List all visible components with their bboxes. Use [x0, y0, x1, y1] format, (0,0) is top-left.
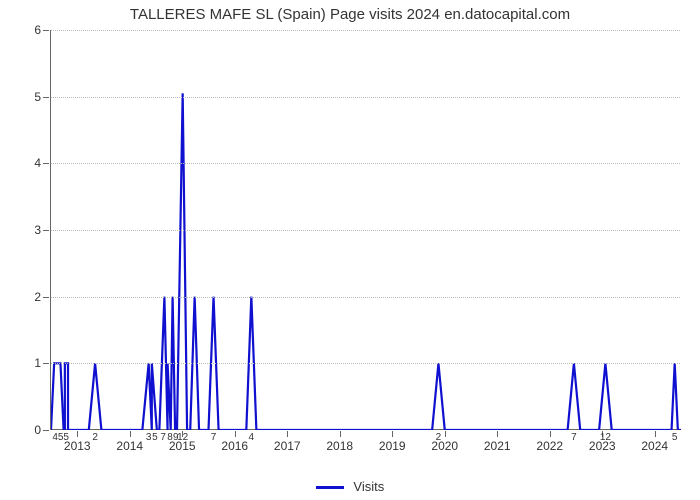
- gridline: [51, 30, 680, 31]
- data-label: 7: [160, 432, 166, 443]
- data-label: 5: [672, 432, 678, 443]
- gridline: [51, 163, 680, 164]
- ytick: [43, 230, 49, 231]
- xtick-label: 2022: [536, 439, 563, 453]
- visits-line: [51, 93, 681, 430]
- ytick-label: 0: [34, 423, 41, 437]
- ytick: [43, 163, 49, 164]
- legend-swatch: [316, 486, 344, 489]
- gridline: [51, 230, 680, 231]
- xtick: [655, 431, 656, 437]
- data-label: 2: [92, 432, 98, 443]
- xtick: [445, 431, 446, 437]
- data-label: 12: [177, 432, 188, 443]
- ytick-label: 3: [34, 223, 41, 237]
- xtick-label: 2024: [641, 439, 668, 453]
- data-label: 12: [600, 432, 611, 443]
- ytick-label: 4: [34, 156, 41, 170]
- xtick: [392, 431, 393, 437]
- data-label: 4: [249, 432, 255, 443]
- xtick: [550, 431, 551, 437]
- plot-area: 0123456201320142015201620172018201920202…: [50, 30, 680, 430]
- xtick: [130, 431, 131, 437]
- legend-label: Visits: [353, 479, 384, 494]
- xtick: [497, 431, 498, 437]
- data-label: 7: [211, 432, 217, 443]
- xtick-label: 2017: [274, 439, 301, 453]
- data-label: 45: [52, 432, 63, 443]
- ytick-label: 2: [34, 290, 41, 304]
- ytick: [43, 297, 49, 298]
- gridline: [51, 97, 680, 98]
- xtick-label: 2014: [116, 439, 143, 453]
- data-label: 5: [63, 432, 69, 443]
- chart-title: TALLERES MAFE SL (Spain) Page visits 202…: [0, 6, 700, 23]
- xtick-label: 2021: [484, 439, 511, 453]
- xtick: [77, 431, 78, 437]
- xtick: [340, 431, 341, 437]
- ytick: [43, 30, 49, 31]
- data-label: 7: [571, 432, 577, 443]
- chart-container: TALLERES MAFE SL (Spain) Page visits 202…: [0, 0, 700, 500]
- xtick-label: 2016: [221, 439, 248, 453]
- xtick-label: 2019: [379, 439, 406, 453]
- gridline: [51, 363, 680, 364]
- ytick: [43, 430, 49, 431]
- data-label: 3: [146, 432, 152, 443]
- ytick-label: 5: [34, 90, 41, 104]
- xtick-label: 2018: [326, 439, 353, 453]
- data-label: 2: [436, 432, 442, 443]
- ytick: [43, 97, 49, 98]
- ytick-label: 6: [34, 23, 41, 37]
- xtick: [287, 431, 288, 437]
- legend: Visits: [0, 479, 700, 494]
- ytick-label: 1: [34, 356, 41, 370]
- gridline: [51, 297, 680, 298]
- xtick: [235, 431, 236, 437]
- data-label: 5: [152, 432, 158, 443]
- ytick: [43, 363, 49, 364]
